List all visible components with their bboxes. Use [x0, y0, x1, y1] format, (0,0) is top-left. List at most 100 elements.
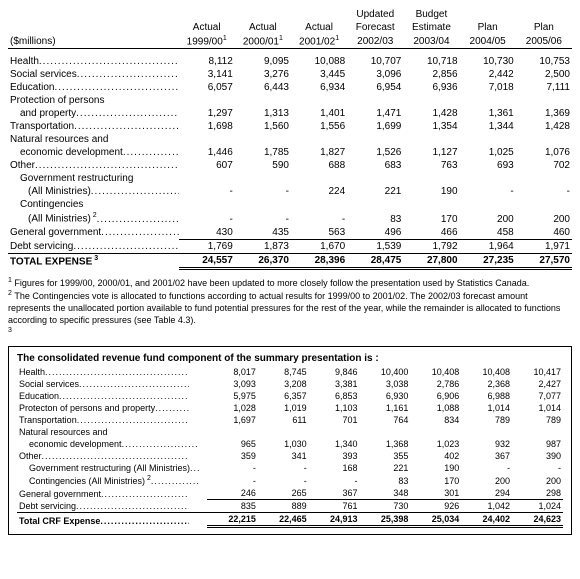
row-label: (All Ministries) 2 — [8, 211, 179, 225]
table-cell: 1,560 — [235, 120, 291, 133]
table-cell — [460, 172, 516, 185]
table-cell — [516, 198, 572, 211]
table-cell: 1,368 — [360, 438, 411, 450]
table-cell — [207, 426, 258, 438]
table-cell: 1,023 — [410, 438, 461, 450]
table-cell: 200 — [516, 211, 572, 225]
table-cell: 2,427 — [512, 378, 563, 390]
table-cell: 730 — [360, 500, 411, 513]
table-cell: 1,827 — [291, 146, 347, 159]
table-cell: 1,019 — [258, 402, 309, 414]
table-cell: 1,699 — [347, 120, 403, 133]
table-cell: 1,792 — [403, 239, 459, 253]
table-cell — [179, 133, 235, 146]
table-cell: 835 — [207, 500, 258, 513]
footnotes: 1 Figures for 1999/00, 2000/01, and 2001… — [8, 276, 572, 340]
table-cell — [235, 198, 291, 211]
table-cell: 1,428 — [403, 107, 459, 120]
table-cell: 701 — [309, 414, 360, 426]
table-cell: 688 — [291, 159, 347, 172]
table-cell — [460, 198, 516, 211]
table-cell: 1,297 — [179, 107, 235, 120]
table-cell: 24,402 — [461, 513, 512, 527]
crf-table: Health8,0178,7459,84610,40010,40810,4081… — [17, 366, 563, 528]
footnote-2: The Contingencies vote is allocated to f… — [8, 291, 560, 324]
table-cell — [410, 426, 461, 438]
row-label: economic development — [8, 146, 179, 159]
row-label: Health — [8, 55, 179, 68]
table-cell: 10,718 — [403, 55, 459, 68]
table-cell — [403, 94, 459, 107]
table-cell: 965 — [207, 438, 258, 450]
table-cell — [179, 198, 235, 211]
table-cell: 1,971 — [516, 239, 572, 253]
table-cell: 1,103 — [309, 402, 360, 414]
table-cell: 1,340 — [309, 438, 360, 450]
table-cell: 367 — [461, 450, 512, 462]
table-cell: 460 — [516, 226, 572, 240]
table-cell: 83 — [347, 211, 403, 225]
table-cell — [179, 172, 235, 185]
table-cell: - — [461, 462, 512, 474]
table-cell: 170 — [410, 474, 461, 487]
table-cell: 168 — [309, 462, 360, 474]
row-label: Health — [17, 366, 207, 378]
table-cell: 27,800 — [403, 253, 459, 268]
hdr-actual2: Actual — [235, 21, 291, 34]
table-cell — [291, 133, 347, 146]
table-cell: - — [258, 462, 309, 474]
table-cell: 1,698 — [179, 120, 235, 133]
table-cell — [291, 172, 347, 185]
table-cell: 6,057 — [179, 81, 235, 94]
row-label: TOTAL EXPENSE 3 — [8, 253, 179, 268]
table-cell: 393 — [309, 450, 360, 462]
table-cell: 1,769 — [179, 239, 235, 253]
row-label: General government — [8, 226, 179, 240]
table-cell — [403, 172, 459, 185]
table-cell: - — [207, 462, 258, 474]
table-cell: 458 — [460, 226, 516, 240]
table-cell — [347, 172, 403, 185]
table-cell: 834 — [410, 414, 461, 426]
row-label: Natural resources and — [17, 426, 207, 438]
table-cell: 10,730 — [460, 55, 516, 68]
table-cell: 607 — [179, 159, 235, 172]
hdr-budget: Budget — [403, 8, 459, 21]
table-cell: 1,556 — [291, 120, 347, 133]
table-cell: 298 — [512, 487, 563, 500]
table-cell: 2,442 — [460, 68, 516, 81]
hdr-actual1: Actual — [179, 21, 235, 34]
table-cell: 359 — [207, 450, 258, 462]
hdr-plan1: Plan — [460, 21, 516, 34]
footnote-1: Figures for 1999/00, 2000/01, and 2001/0… — [14, 278, 529, 288]
hdr-actual3: Actual — [291, 21, 347, 34]
table-cell: 22,215 — [207, 513, 258, 527]
table-cell: 789 — [512, 414, 563, 426]
table-cell: 763 — [403, 159, 459, 172]
table-cell: - — [258, 474, 309, 487]
table-cell — [516, 133, 572, 146]
table-cell: 200 — [461, 474, 512, 487]
row-label: Transportation — [17, 414, 207, 426]
table-cell: 3,093 — [207, 378, 258, 390]
table-cell: 764 — [360, 414, 411, 426]
table-cell: 3,381 — [309, 378, 360, 390]
table-cell: 10,408 — [410, 366, 461, 378]
table-cell — [461, 426, 512, 438]
table-cell: 3,208 — [258, 378, 309, 390]
table-cell: - — [235, 211, 291, 225]
table-cell — [291, 94, 347, 107]
table-cell: 1,088 — [410, 402, 461, 414]
table-cell: 1,369 — [516, 107, 572, 120]
row-label: Other — [8, 159, 179, 172]
table-cell: 28,475 — [347, 253, 403, 268]
table-cell — [235, 172, 291, 185]
table-cell: 1,076 — [516, 146, 572, 159]
table-cell: - — [235, 185, 291, 198]
table-cell: - — [179, 211, 235, 225]
table-cell — [512, 426, 563, 438]
table-cell: 7,111 — [516, 81, 572, 94]
table-cell: 6,853 — [309, 390, 360, 402]
table-cell: 348 — [360, 487, 411, 500]
table-cell — [235, 94, 291, 107]
